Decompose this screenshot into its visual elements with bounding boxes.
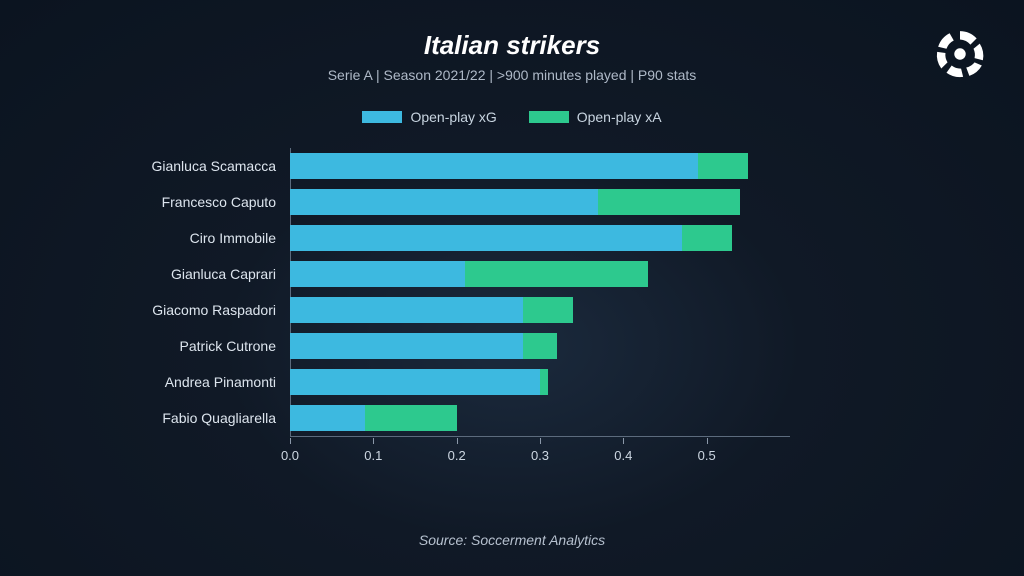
bar-seg-xg — [290, 369, 540, 395]
bar-track — [290, 369, 790, 395]
brand-logo — [934, 28, 986, 80]
bar-seg-xa — [523, 333, 556, 359]
bar-seg-xa — [365, 405, 457, 431]
legend-item-xa: Open-play xA — [529, 109, 662, 125]
chart-title: Italian strikers — [0, 30, 1024, 61]
player-label: Gianluca Scamacca — [110, 158, 290, 174]
bar-track — [290, 189, 790, 215]
bar-row: Andrea Pinamonti — [110, 364, 790, 400]
bar-seg-xg — [290, 297, 523, 323]
bar-seg-xg — [290, 225, 682, 251]
chart-source: Source: Soccerment Analytics — [0, 532, 1024, 548]
x-tick-label: 0.2 — [443, 448, 471, 463]
bar-track — [290, 261, 790, 287]
bar-track — [290, 225, 790, 251]
bar-row: Gianluca Scamacca — [110, 148, 790, 184]
bar-row: Francesco Caputo — [110, 184, 790, 220]
x-tick-label: 0.3 — [526, 448, 554, 463]
bar-row: Ciro Immobile — [110, 220, 790, 256]
legend-label-xg: Open-play xG — [410, 109, 496, 125]
chart-subtitle: Serie A | Season 2021/22 | >900 minutes … — [0, 67, 1024, 83]
bar-row: Patrick Cutrone — [110, 328, 790, 364]
bar-seg-xg — [290, 333, 523, 359]
bar-seg-xg — [290, 405, 365, 431]
chart-legend: Open-play xG Open-play xA — [0, 109, 1024, 126]
bar-track — [290, 153, 790, 179]
legend-swatch-xa — [529, 111, 569, 123]
x-tick-label: 0.1 — [359, 448, 387, 463]
bar-track — [290, 333, 790, 359]
chart-header: Italian strikers Serie A | Season 2021/2… — [0, 0, 1024, 83]
bar-seg-xa — [682, 225, 732, 251]
x-tick-label: 0.5 — [693, 448, 721, 463]
player-label: Fabio Quagliarella — [110, 410, 290, 426]
bar-seg-xa — [465, 261, 648, 287]
bar-row: Giacomo Raspadori — [110, 292, 790, 328]
bar-seg-xa — [598, 189, 740, 215]
legend-swatch-xg — [362, 111, 402, 123]
player-label: Giacomo Raspadori — [110, 302, 290, 318]
x-axis: 0.00.10.20.30.40.5 — [290, 438, 790, 474]
x-tick-label: 0.4 — [609, 448, 637, 463]
bar-row: Gianluca Caprari — [110, 256, 790, 292]
bar-seg-xg — [290, 189, 598, 215]
legend-label-xa: Open-play xA — [577, 109, 662, 125]
bar-seg-xa — [523, 297, 573, 323]
legend-item-xg: Open-play xG — [362, 109, 496, 125]
x-axis-line — [290, 436, 790, 437]
player-label: Ciro Immobile — [110, 230, 290, 246]
player-label: Andrea Pinamonti — [110, 374, 290, 390]
player-label: Francesco Caputo — [110, 194, 290, 210]
bar-seg-xa — [540, 369, 548, 395]
bar-chart: Gianluca Scamacca Francesco Caputo Ciro Im… — [110, 148, 790, 436]
bar-seg-xa — [698, 153, 748, 179]
bar-seg-xg — [290, 153, 698, 179]
bar-seg-xg — [290, 261, 465, 287]
player-label: Gianluca Caprari — [110, 266, 290, 282]
bar-track — [290, 405, 790, 431]
x-tick-label: 0.0 — [276, 448, 304, 463]
bar-track — [290, 297, 790, 323]
player-label: Patrick Cutrone — [110, 338, 290, 354]
bar-row: Fabio Quagliarella — [110, 400, 790, 436]
